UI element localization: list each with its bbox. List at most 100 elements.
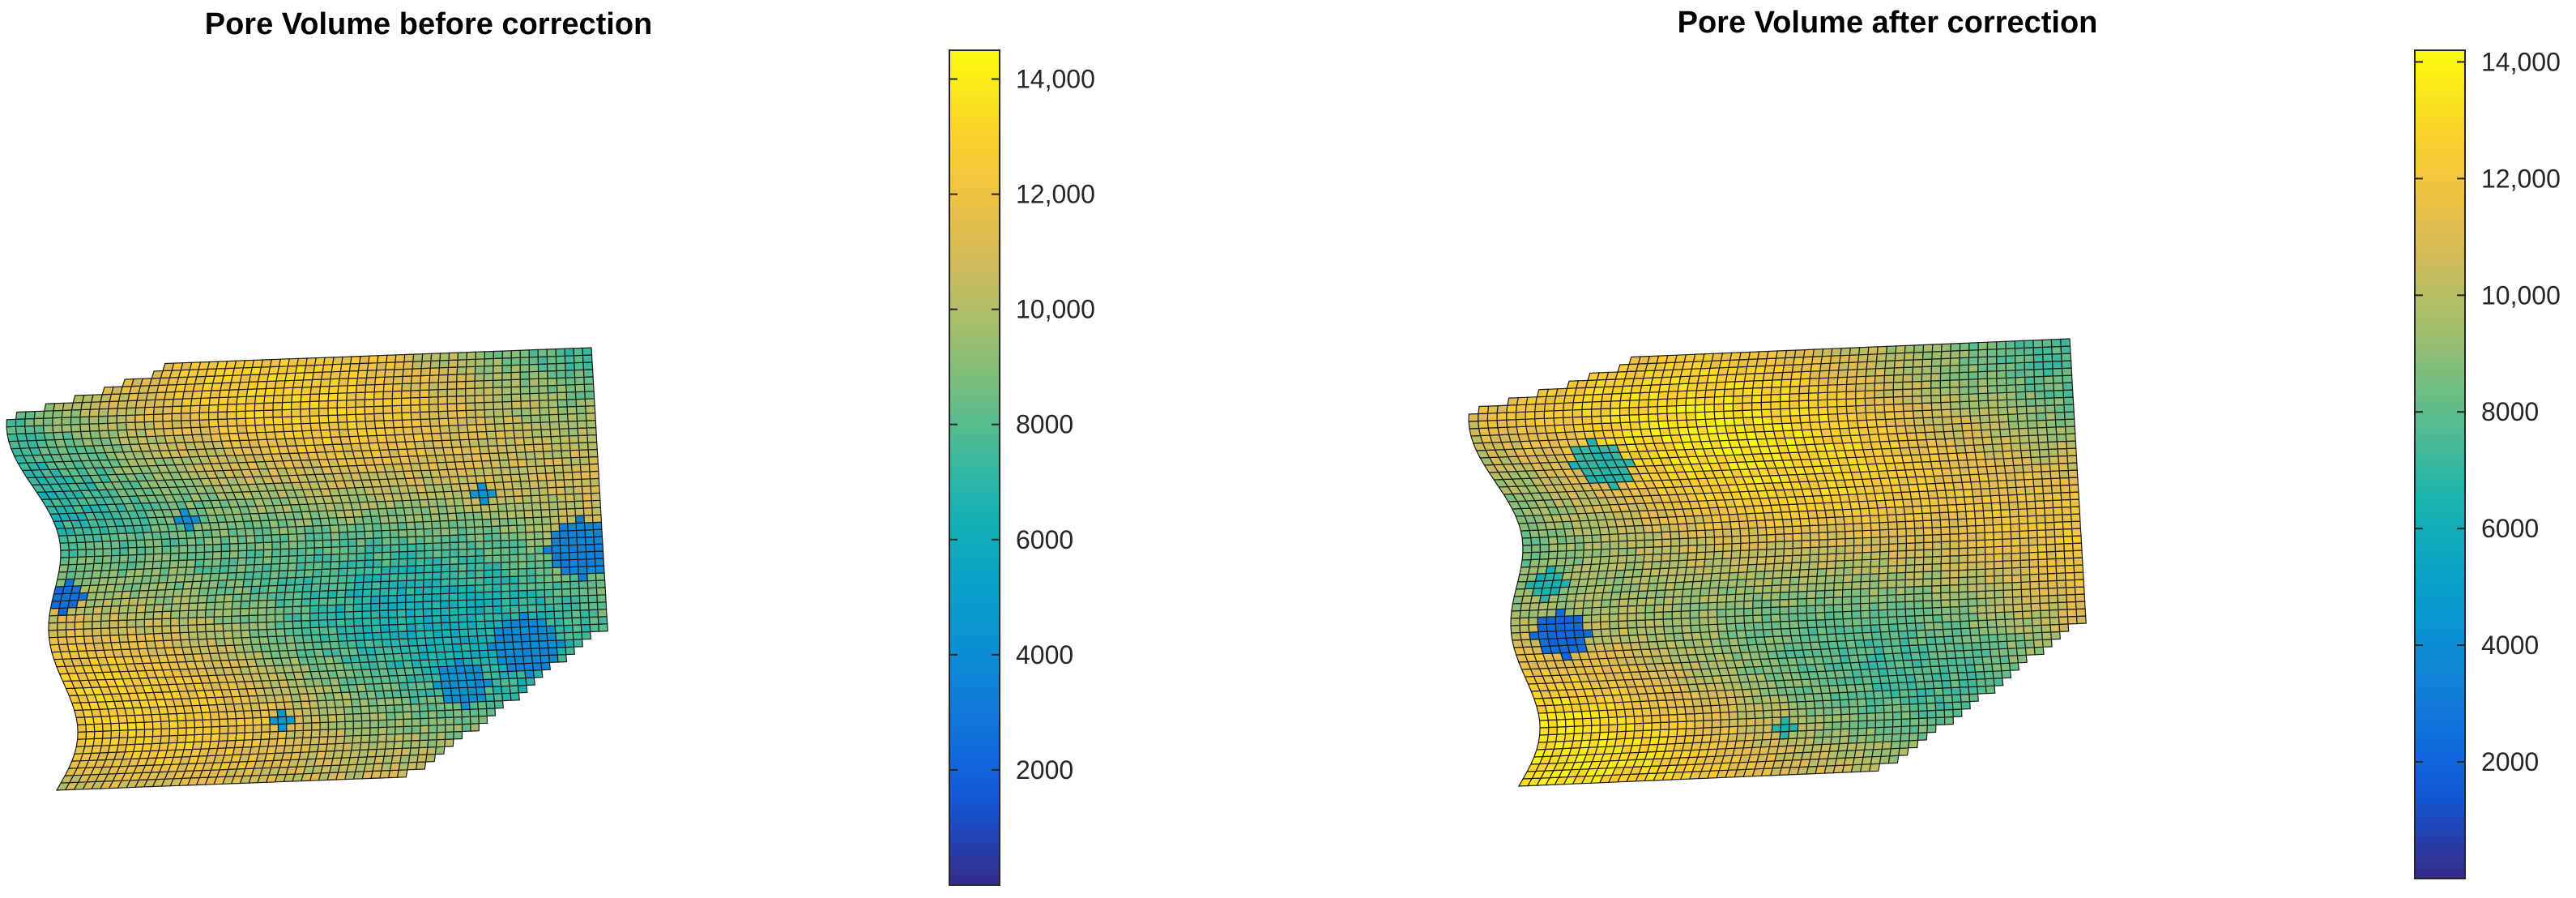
grid-cell [384, 426, 396, 436]
grid-cell [270, 526, 281, 536]
grid-cell [531, 502, 542, 511]
grid-cell [415, 564, 425, 574]
grid-cell [169, 552, 180, 562]
grid-cell [475, 358, 485, 367]
grid-cell [1753, 585, 1764, 594]
grid-cell [493, 372, 503, 381]
grid-cell [582, 369, 594, 378]
grid-cell [529, 400, 540, 409]
grid-cell [276, 577, 288, 587]
grid-cell [589, 623, 600, 633]
grid-cell [264, 387, 276, 397]
grid-cell [387, 616, 399, 626]
grid-cell [293, 584, 305, 593]
grid-cell [1788, 598, 1798, 608]
grid-cell [236, 564, 247, 574]
grid-cell [1949, 562, 1960, 571]
grid-cell [236, 396, 248, 405]
grid-cell [446, 410, 458, 419]
grid-cell [1833, 575, 1845, 584]
grid-cell [440, 585, 450, 595]
grid-cell [335, 618, 347, 627]
grid-cell [1789, 627, 1801, 637]
grid-cell [223, 630, 234, 639]
grid-cell [475, 548, 485, 557]
grid-cell [1924, 629, 1936, 639]
grid-cell [389, 566, 399, 575]
grid-cell [1988, 634, 1999, 643]
grid-cell [1878, 579, 1888, 589]
grid-cell [2046, 565, 2058, 575]
grid-cell [244, 528, 255, 537]
grid-cell [488, 445, 499, 455]
grid-cell [540, 421, 551, 430]
grid-cell [275, 635, 288, 644]
grid-cell [541, 435, 552, 445]
grid-cell [1849, 713, 1859, 722]
grid-cell [468, 438, 480, 447]
grid-cell [294, 722, 305, 732]
grid-cell [1779, 598, 1789, 608]
grid-cell [1761, 599, 1772, 609]
grid-cell [242, 578, 254, 588]
grid-cell [263, 424, 275, 433]
grid-cell [266, 628, 277, 638]
grid-cell [440, 600, 450, 609]
grid-cell [528, 349, 539, 358]
grid-cell [168, 720, 179, 729]
grid-cell [1636, 626, 1648, 636]
grid-cell [1949, 679, 1961, 689]
grid-cell [1633, 715, 1644, 725]
grid-cell [1857, 727, 1868, 737]
grid-cell [244, 717, 254, 726]
grid-cell [444, 651, 455, 660]
grid-cell [518, 575, 528, 584]
grid-cell [220, 558, 231, 567]
grid-cell [162, 596, 174, 605]
grid-cell [537, 349, 548, 358]
grid-cell [497, 444, 508, 454]
grid-cell [400, 747, 412, 756]
grid-cell [370, 602, 381, 612]
grid-cell [574, 391, 586, 400]
grid-cell [386, 354, 397, 363]
grid-cell [171, 596, 182, 605]
grid-cell [353, 588, 364, 598]
grid-cell [546, 632, 557, 642]
grid-cell [2015, 639, 2027, 649]
grid-cell [1917, 717, 1928, 727]
grid-cell [398, 565, 408, 575]
grid-cell [101, 541, 113, 549]
grid-cell [172, 427, 184, 436]
grid-cell [509, 597, 520, 606]
grid-cell [442, 695, 454, 704]
grid-cell [474, 584, 484, 593]
grid-cell [387, 601, 398, 611]
grid-cell [245, 417, 256, 426]
grid-cell [116, 414, 127, 424]
grid-cell [85, 723, 96, 733]
grid-cell [1651, 714, 1661, 724]
grid-cell [532, 669, 544, 678]
grid-cell [382, 413, 394, 421]
grid-cell [1890, 638, 1901, 647]
grid-cell [528, 356, 540, 366]
grid-cell [1798, 619, 1809, 629]
grid-cell [400, 696, 412, 706]
grid-cell [125, 407, 137, 417]
grid-cell [552, 603, 564, 612]
grid-cell [469, 643, 480, 652]
grid-cell [364, 413, 376, 422]
grid-cell [466, 541, 476, 550]
grid-cell [268, 730, 279, 740]
grid-cell [467, 635, 480, 644]
grid-cell [1832, 713, 1842, 723]
grid-cell [492, 605, 503, 614]
grid-cell [126, 400, 138, 409]
grid-cell [543, 559, 553, 569]
grid-cell [441, 629, 452, 639]
grid-cell [546, 355, 557, 365]
grid-cell [557, 413, 569, 422]
grid-cell [363, 632, 374, 641]
grid-cell [374, 427, 386, 437]
